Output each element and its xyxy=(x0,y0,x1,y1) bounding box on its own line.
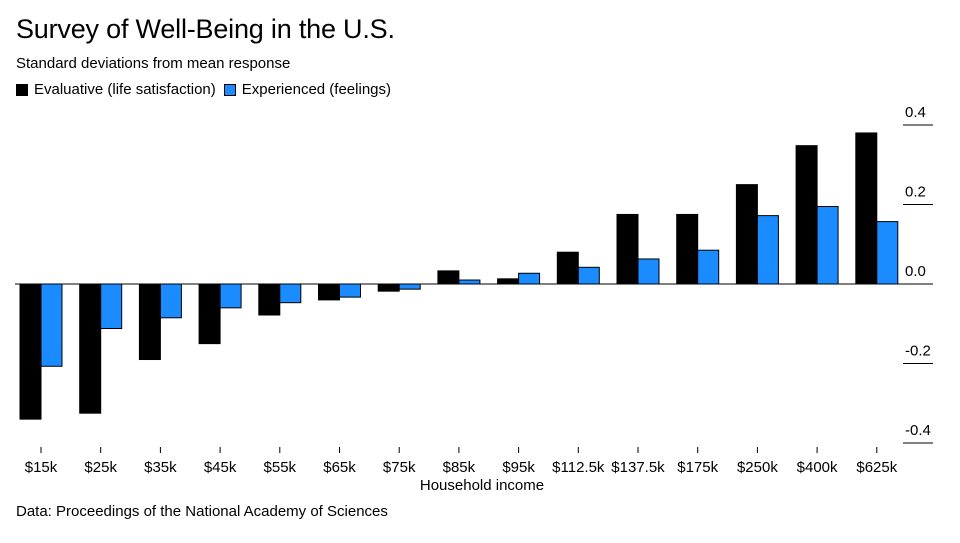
bar-evaluative xyxy=(497,278,520,285)
bar-evaluative xyxy=(437,270,460,285)
bar-evaluative xyxy=(258,283,281,316)
bar-evaluative xyxy=(138,283,161,361)
bar-experienced xyxy=(219,283,242,309)
x-tick-label: $55k xyxy=(264,459,297,476)
bar-evaluative xyxy=(676,213,699,285)
x-axis-title: Household income xyxy=(420,477,544,494)
x-tick-label: $112.5k xyxy=(552,459,605,476)
source-note: Data: Proceedings of the National Academ… xyxy=(16,503,388,520)
bar-experienced xyxy=(518,272,541,285)
bar-evaluative xyxy=(556,251,579,285)
bar-evaluative xyxy=(616,213,639,285)
bar-experienced xyxy=(458,279,481,285)
bar-experienced xyxy=(697,249,720,285)
x-tick-label: $75k xyxy=(383,459,416,476)
chart-subtitle: Standard deviations from mean response xyxy=(16,55,291,72)
x-tick-label: $400k xyxy=(797,459,838,476)
bar-experienced xyxy=(756,215,779,285)
bar-evaluative xyxy=(855,132,878,285)
x-tick-label: $85k xyxy=(443,459,476,476)
bar-evaluative xyxy=(377,283,400,292)
bar-evaluative xyxy=(198,283,221,345)
x-tick-label: $45k xyxy=(204,459,237,476)
bar-evaluative xyxy=(735,184,758,285)
bar-experienced xyxy=(637,258,660,285)
x-tick-label: $175k xyxy=(677,459,718,476)
legend-swatch-experienced xyxy=(223,83,236,96)
bar-evaluative xyxy=(79,283,102,414)
legend-swatch-evaluative xyxy=(16,83,28,96)
y-tick-label: -0.2 xyxy=(905,343,931,360)
x-tick-label: $250k xyxy=(737,459,778,476)
chart-legend: Evaluative (life satisfaction) Experienc… xyxy=(16,81,399,98)
legend-item-experienced: Experienced (feelings) xyxy=(223,81,391,98)
legend-label-experienced: Experienced (feelings) xyxy=(241,81,391,98)
bar-evaluative xyxy=(795,145,818,285)
x-tick-label: $65k xyxy=(323,459,356,476)
bar-experienced xyxy=(40,283,63,367)
bar-evaluative xyxy=(19,283,42,420)
x-tick-label: $35k xyxy=(144,459,177,476)
bar-experienced xyxy=(100,283,123,330)
y-tick-label: 0.0 xyxy=(905,263,926,280)
x-tick-label: $137.5k xyxy=(611,459,665,476)
bar-experienced xyxy=(876,221,899,285)
chart-title: Survey of Well-Being in the U.S. xyxy=(16,14,395,44)
y-tick-label: -0.4 xyxy=(905,422,931,439)
bar-experienced xyxy=(816,205,839,285)
x-tick-label: $95k xyxy=(502,459,535,476)
bar-experienced xyxy=(577,266,600,285)
legend-label-evaluative: Evaluative (life satisfaction) xyxy=(34,81,216,98)
x-tick-label: $15k xyxy=(25,459,58,476)
x-tick-label: $25k xyxy=(84,459,117,476)
y-tick-label: 0.4 xyxy=(905,104,926,121)
y-tick-label: 0.2 xyxy=(905,184,926,201)
x-tick-label: $625k xyxy=(856,459,897,476)
bar-experienced xyxy=(279,283,302,304)
bar-experienced xyxy=(339,283,361,298)
legend-item-evaluative: Evaluative (life satisfaction) xyxy=(16,81,216,98)
bar-evaluative xyxy=(318,283,340,301)
bar-experienced xyxy=(159,283,182,319)
bar-experienced xyxy=(398,283,421,290)
